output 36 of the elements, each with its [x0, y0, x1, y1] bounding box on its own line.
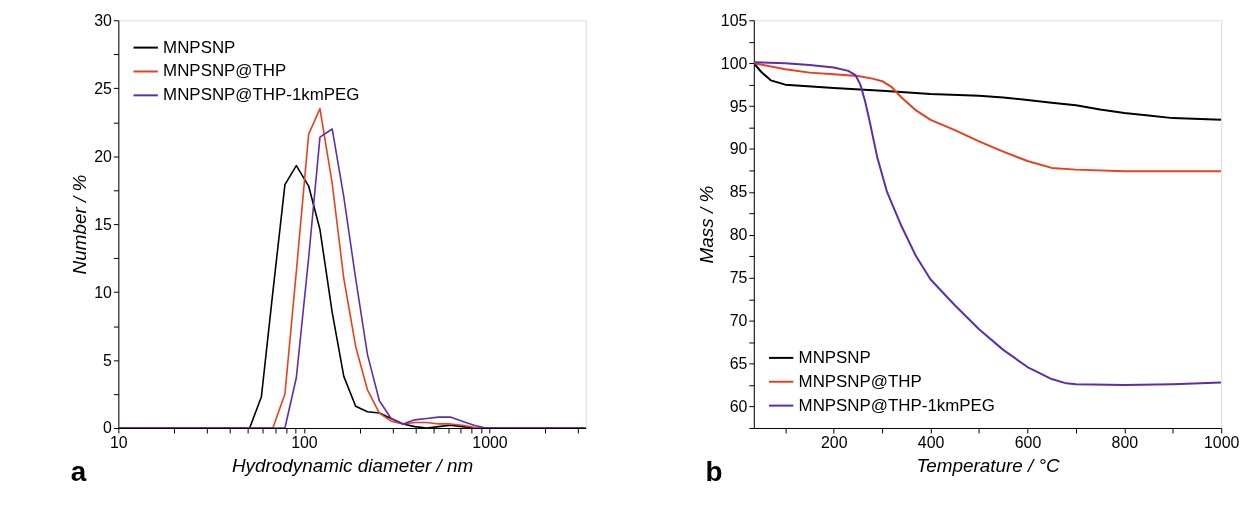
x-tick-label: 1000 [472, 434, 508, 452]
legend-label: MNPSNP@THP [163, 61, 287, 81]
y-axis-title: Number / % [69, 174, 91, 275]
y-tick-label: 30 [94, 11, 113, 29]
y-tick-label: 85 [729, 183, 748, 201]
y-tick-label: 95 [729, 97, 748, 115]
legend-label: MNPSNP [163, 37, 236, 57]
text: a [70, 455, 87, 487]
y-tick-label: 5 [103, 351, 113, 369]
y-tick-label: 60 [729, 398, 748, 415]
x-axis-title: Hydrodynamic diameter / nm [231, 455, 474, 477]
x-tick-label: 1000 [1204, 434, 1240, 452]
legend-label: MNPSNP@THP-1kmPEG [163, 85, 360, 105]
x-tick-label: 200 [820, 434, 848, 452]
y-tick-label: 100 [720, 54, 748, 72]
text: b [705, 455, 723, 487]
legend-label: MNPSNP@THP [798, 371, 922, 391]
y-tick-label: 15 [94, 215, 113, 233]
x-tick-label: 800 [1111, 434, 1139, 452]
y-tick-label: 20 [94, 147, 113, 165]
y-tick-label: 75 [729, 269, 748, 287]
y-tick-label: 65 [729, 355, 748, 373]
y-axis-title: Mass / % [695, 185, 717, 264]
y-tick-label: 105 [720, 11, 748, 29]
y-tick-label: 90 [729, 140, 748, 158]
x-axis-title: Temperature / °C [916, 455, 1060, 477]
y-tick-label: 80 [729, 226, 748, 244]
y-tick-label: 0 [103, 419, 113, 437]
legend-label: MNPSNP [798, 347, 871, 367]
x-tick-label: 400 [917, 434, 945, 452]
x-tick-label: 600 [1014, 434, 1042, 452]
y-tick-label: 70 [729, 312, 748, 330]
y-tick-label: 10 [94, 283, 113, 301]
x-tick-label: 100 [291, 434, 318, 452]
legend-label: MNPSNP@THP-1kmPEG [798, 395, 995, 415]
y-tick-label: 25 [94, 79, 113, 97]
